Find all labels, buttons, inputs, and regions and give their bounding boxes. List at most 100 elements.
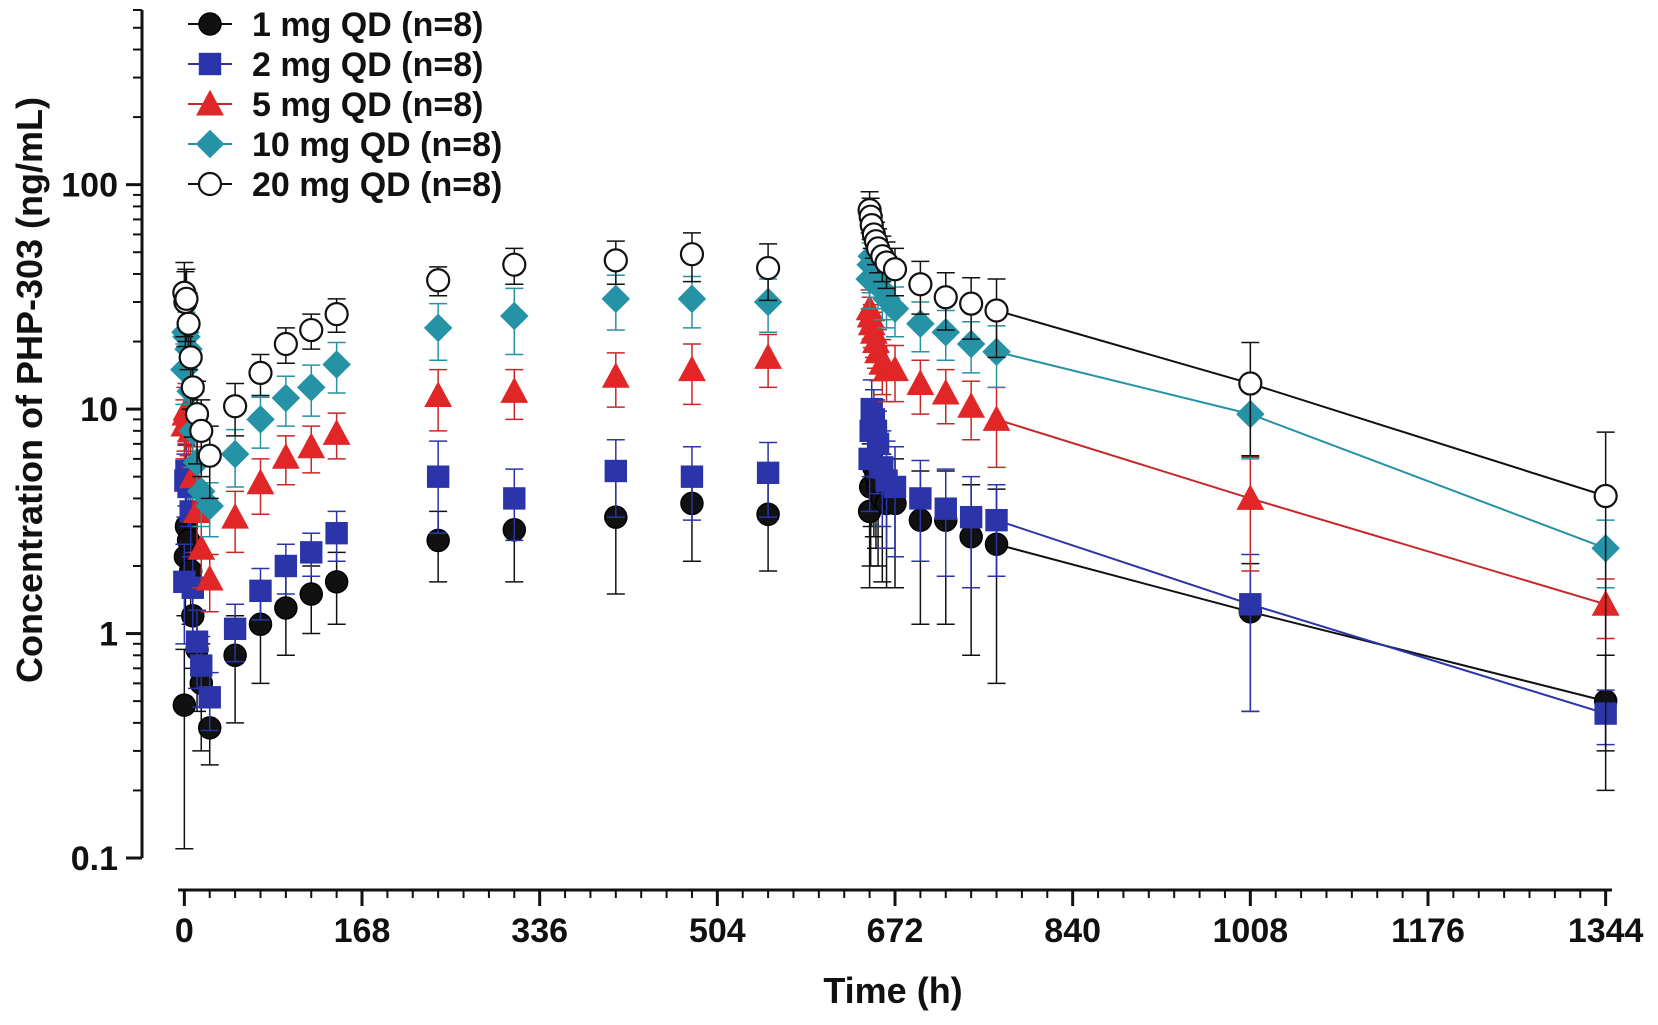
data-point (221, 502, 250, 529)
data-point (296, 373, 326, 402)
data-point (931, 378, 960, 405)
legend-label: 20 mg QD (n=8) (252, 166, 502, 204)
data-point (503, 487, 526, 510)
data-point (180, 375, 205, 400)
data-point (601, 284, 631, 314)
data-point (190, 654, 213, 677)
legend-marker (198, 12, 222, 36)
data-point (882, 257, 908, 282)
data-point (197, 443, 222, 468)
data-point (1236, 484, 1265, 510)
data-point (423, 313, 453, 343)
data-point (908, 272, 933, 297)
legend-marker (197, 171, 223, 197)
legend-label: 2 mg QD (n=8) (252, 46, 483, 84)
data-point (1593, 483, 1618, 509)
data-point (297, 432, 326, 459)
data-point (174, 286, 199, 311)
data-point (680, 465, 704, 488)
series-line (996, 519, 1606, 715)
legend-entry: 10 mg QD (n=8) (188, 126, 502, 164)
y-tick-label: 100 (61, 167, 118, 205)
error-bar (936, 468, 955, 578)
data-point (322, 350, 351, 379)
y-tick-label: 10 (80, 391, 118, 429)
data-point (248, 360, 273, 385)
legend-entry: 1 mg QD (n=8) (188, 6, 483, 44)
axes: 0.1 1 10 100 0 168 336 504 672 840 1008 1176 1344 (61, 9, 1644, 950)
legend-label: 10 mg QD (n=8) (252, 126, 502, 164)
data-point (426, 465, 450, 488)
data-point (906, 309, 935, 339)
data-point (195, 564, 224, 591)
data-point (172, 693, 197, 717)
data-point (178, 345, 203, 370)
series-layer (170, 190, 1620, 850)
data-point (931, 317, 961, 347)
data-point (755, 255, 781, 281)
data-point (246, 468, 275, 495)
data-point (189, 418, 214, 443)
data-point (985, 508, 1008, 532)
data-point (300, 541, 323, 564)
data-point (959, 291, 984, 316)
x-tick-label: 840 (1044, 912, 1101, 950)
x-tick-label: 168 (334, 912, 391, 950)
x-tick-label: 672 (867, 912, 924, 950)
data-point (500, 301, 529, 331)
data-point (299, 582, 323, 606)
data-point (187, 533, 216, 560)
data-point (880, 294, 910, 323)
data-point (198, 686, 221, 709)
data-point (982, 405, 1011, 431)
series-line (996, 309, 1606, 497)
x-tick-label: 1344 (1568, 912, 1644, 950)
data-point (679, 242, 705, 267)
data-point (601, 362, 630, 388)
data-point (220, 439, 250, 469)
legend-entry: 5 mg QD (n=8) (188, 86, 483, 124)
data-point (176, 311, 201, 336)
data-point (246, 405, 275, 434)
data-point (603, 248, 628, 273)
data-point (299, 317, 324, 343)
x-tick-label: 336 (511, 912, 568, 950)
data-point (322, 419, 351, 445)
data-point (274, 554, 298, 578)
data-point (324, 570, 349, 594)
legend-entry: 20 mg QD (n=8) (188, 166, 502, 204)
data-point (271, 383, 301, 413)
data-point (1238, 371, 1263, 396)
y-axis-label: Concentration of PHP-303 (ng/mL) (9, 97, 50, 683)
data-point (866, 432, 890, 456)
error-bar (911, 459, 930, 562)
y-tick-label: 0.1 (71, 840, 118, 878)
data-point (959, 505, 983, 529)
legend-marker (198, 52, 222, 76)
data-point (223, 394, 248, 419)
data-point (933, 285, 958, 310)
series-line (996, 418, 1606, 606)
data-point (500, 377, 529, 403)
series-2 (173, 379, 1617, 746)
series-5 (172, 190, 1618, 752)
data-point (677, 284, 707, 314)
x-tick-label: 1008 (1213, 912, 1289, 950)
data-point (324, 302, 349, 327)
y-tick-label: 1 (99, 616, 118, 654)
series-line (996, 543, 1606, 703)
data-point (325, 521, 348, 545)
data-point (273, 331, 298, 357)
data-point (909, 487, 932, 510)
data-point (223, 617, 247, 640)
error-bar (1241, 341, 1260, 457)
data-point (195, 491, 224, 521)
legend: 1 mg QD (n=8)2 mg QD (n=8)5 mg QD (n=8)1… (188, 6, 502, 204)
data-point (502, 252, 527, 277)
x-axis-label: Time (h) (823, 970, 962, 1011)
data-point (934, 497, 957, 520)
x-tick-label: 1176 (1391, 912, 1465, 950)
data-point (756, 461, 780, 485)
data-point (185, 630, 209, 653)
